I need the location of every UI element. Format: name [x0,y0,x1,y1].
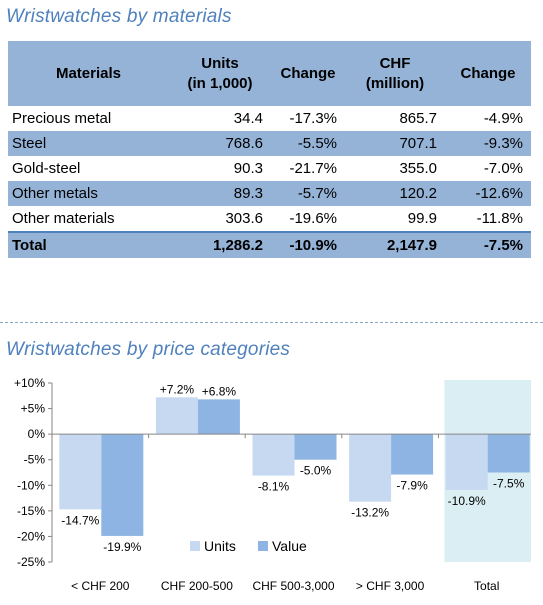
header-chf: CHF (million) [345,41,445,106]
header-units-change: Change [271,41,345,106]
x-tick-label: CHF 200-500 [161,579,233,593]
cell-units-change: -5.5% [271,131,345,156]
cell-chf: 865.7 [399,110,437,127]
cell-name: Other metals [8,181,169,206]
data-label-value: -5.0% [300,464,332,478]
x-tick-label: > CHF 3,000 [356,579,425,593]
cell-units: 90.3 [233,160,263,177]
table-header-row: Materials Units (in 1,000) Change CHF (mil… [8,41,531,106]
y-tick-label: -25% [17,555,45,569]
cell-chf: 120.2 [345,181,445,206]
data-label-value: -7.9% [396,479,428,493]
cell-name: Gold-steel [12,160,81,177]
cell-chf: 2,147.9 [345,231,445,258]
data-label-units: -13.2% [351,506,389,520]
table-row: Gold-steel 90.3 -21.7% 355.0 -7.0% [8,156,531,181]
cell-units-change: -5.7% [271,181,345,206]
data-label-units: -14.7% [61,513,99,527]
cell-units: 34.4 [233,110,263,127]
legend-label-value: Value [272,538,307,554]
data-label-value: +6.8% [202,384,237,398]
cell-chf: 355.0 [399,160,437,177]
legend-swatch-value [258,541,268,551]
chart-title: Wristwatches by price categories [6,339,291,360]
y-tick-label: -10% [17,478,45,492]
cell-units: 89.3 [169,181,271,206]
cell-units: 303.6 [225,210,263,227]
bar-units [155,397,198,435]
y-tick-label: +5% [21,402,46,416]
bar-units [59,434,102,510]
cell-chf: 707.1 [345,131,445,156]
legend-label-units: Units [204,538,236,554]
data-label-units: -8.1% [258,480,290,494]
bar-value [294,434,337,460]
cell-units-change: -10.9% [271,231,345,258]
cell-chf-change: -7.5% [445,231,531,258]
data-label-units: +7.2% [160,382,195,396]
table-total-row: Total 1,286.2 -10.9% 2,147.9 -7.5% [8,231,531,258]
cell-chf-change: -4.9% [483,110,523,127]
header-units: Units (in 1,000) [169,41,271,106]
materials-table: Materials Units (in 1,000) Change CHF (mil… [8,41,531,258]
cell-chf-change: -11.8% [476,210,523,227]
bar-units [445,434,488,490]
bar-value [101,434,144,536]
cell-name: Total [8,231,169,258]
y-tick-label: -20% [17,529,45,543]
x-tick-label: Total [474,579,499,593]
cell-name: Steel [8,131,169,156]
cell-chf-change: -9.3% [445,131,531,156]
x-tick-label: CHF 500-3,000 [252,579,334,593]
price-category-chart: +10% +5% 0% -5% -10% -15% -20% -25% -14.7% -19.9%… [14,376,531,593]
table-row: Other metals 89.3 -5.7% 120.2 -12.6% [8,181,531,206]
bar-value [487,434,530,473]
table-row: Precious metal 34.4 -17.3% 865.7 -4.9% [8,106,531,131]
y-tick-label: 0% [28,427,46,441]
cell-units-change: -19.6% [289,210,337,227]
header-chf-change: Change [445,41,531,106]
cell-chf-change: -12.6% [445,181,531,206]
table-row: Other materials 303.6 -19.6% 99.9 -11.8% [8,206,531,232]
x-tick-label: < CHF 200 [71,579,130,593]
cell-units-change: -17.3% [289,110,337,127]
y-tick-label: -15% [17,504,45,518]
cell-chf-change: -7.0% [483,160,523,177]
table-row: Steel 768.6 -5.5% 707.1 -9.3% [8,131,531,156]
cell-name: Precious metal [12,110,112,127]
bar-value [197,399,240,435]
cell-units: 1,286.2 [169,231,271,258]
section-divider [0,322,543,323]
cell-units-change: -21.7% [289,160,337,177]
bar-units [252,434,295,476]
header-materials: Materials [8,41,169,106]
table-title: Wristwatches by materials [6,6,232,27]
bar-value [391,434,434,475]
bar-units [349,434,392,502]
y-tick-label: +10% [14,376,45,390]
cell-units: 768.6 [169,131,271,156]
data-label-value: -19.9% [103,540,141,554]
y-tick-label: -5% [24,453,46,467]
legend-swatch-units [190,541,200,551]
cell-name: Other materials [12,210,115,227]
cell-chf: 99.9 [407,210,437,227]
data-label-units: -10.9% [448,494,486,508]
data-label-value: -7.5% [493,477,525,491]
